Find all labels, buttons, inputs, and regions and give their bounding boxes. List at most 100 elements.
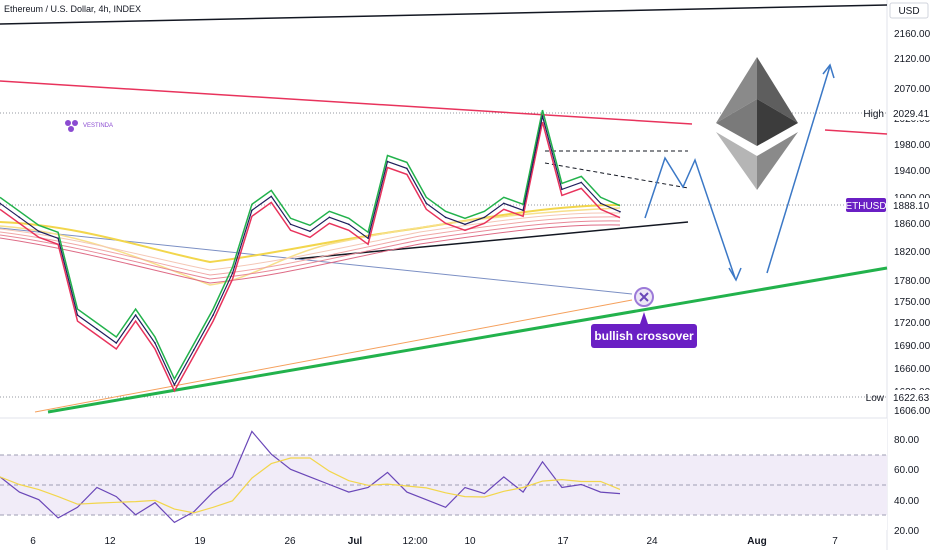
price-point [76,314,79,316]
red-resistance-extension [824,129,888,135]
currency-label: USD [898,6,919,17]
price-tick-label: 1660.00 [894,364,931,375]
crossover-marker[interactable] [634,287,654,324]
symbol-value: 1888.10 [893,201,930,212]
price-point [347,223,350,226]
dashed-channel-mid [544,162,689,189]
top-black-trendline [0,4,888,25]
price-point [231,272,234,274]
high-tag: 2029.41 [889,106,932,120]
price-point [522,209,524,212]
time-tick-label: 19 [194,536,206,547]
time-tick-label: 7 [832,536,838,547]
price-point [425,202,428,205]
price-axis[interactable]: 2160.002120.002070.002020.001980.001940.… [894,29,931,417]
rsi-tick-label: 80.00 [894,435,919,446]
time-tick-label: 6 [30,536,36,547]
rsi-tick-label: 20.00 [894,526,919,537]
price-point [154,342,156,344]
price-tick-label: 1860.00 [894,219,931,230]
price-point [270,195,273,198]
price-point [541,115,544,117]
annotation-label: bullish crossover [594,329,694,343]
price-point [192,349,195,351]
symbol-label: ETHUSD [845,201,886,212]
high-value: 2029.41 [893,109,930,120]
price-point [309,230,311,233]
high-label: High [863,109,884,120]
time-tick-label: 26 [284,536,296,547]
bullish-crossover-label[interactable]: bullish crossover [591,324,697,348]
time-tick-label: 12 [104,536,116,547]
time-tick-label: 17 [557,536,569,547]
vestinda-logo: VESTINDA [65,120,113,132]
green-support-trendline [47,266,888,414]
price-point [580,181,583,184]
price-tick-label: 1980.00 [894,140,931,151]
price-tick-label: 1820.00 [894,247,931,258]
lower-envelope-line [0,121,621,393]
price-tick-label: 2070.00 [894,84,931,95]
orange-ma-line [34,299,633,413]
time-axis[interactable]: 6 12 19 26 Jul 12:00 10 17 24 Aug 7 [30,536,838,547]
rsi-tick-label: 60.00 [894,465,919,476]
price-series-layer [0,109,621,393]
low-label: Low [866,393,885,404]
price-point [134,314,137,316]
blue-ma-line [0,227,633,295]
price-point [406,167,408,170]
price-point [328,216,331,219]
price-point [367,237,369,240]
projection-arrow-up [822,63,835,79]
price-point [483,216,486,219]
time-tick-label: Jul [348,536,363,547]
time-tick-label: 10 [464,536,476,547]
price-point [115,342,118,344]
price-point [251,209,253,212]
price-tick-label: 1940.00 [894,166,931,177]
price-point [0,202,1,205]
price-point [619,210,621,213]
time-tick-label: 24 [646,536,658,547]
projection-path [644,156,736,279]
upper-envelope-line [0,109,621,381]
ethereum-logo [716,57,798,190]
projection-arrow-down [728,267,742,282]
chart-title: Ethereum / U.S. Dollar, 4h, INDEX [4,4,142,14]
price-point [561,188,563,191]
time-tick-label: 12:00 [402,536,427,547]
rsi-layer [0,430,621,524]
price-point [18,216,21,219]
price-point [386,160,389,163]
symbol-tag[interactable]: ETHUSD 1888.10 [845,198,932,212]
price-point [173,384,176,386]
price-tick-label: 1720.00 [894,318,931,329]
price-tick-label: 1606.00 [894,406,931,417]
rsi-axis[interactable]: 80.00 60.00 40.00 20.00 [894,435,919,537]
price-point [212,314,214,316]
price-point [289,223,292,226]
low-tag: 1622.63 [889,390,932,404]
price-tick-label: 2160.00 [894,29,931,40]
rsi-ma-line [0,457,621,514]
currency-badge[interactable]: USD [889,2,929,19]
price-point [57,237,59,240]
watermark-text: VESTINDA [83,123,113,129]
price-point [464,223,466,226]
red-resistance-trendline [0,80,693,125]
price-point [502,202,505,205]
price-tick-label: 1690.00 [894,341,931,352]
rsi-line [0,430,621,524]
price-tick-label: 2120.00 [894,54,931,65]
price-point [599,202,602,205]
rsi-tick-label: 40.00 [894,496,919,507]
price-tick-label: 1780.00 [894,276,931,287]
price-point [444,216,447,219]
price-point [37,230,40,233]
price-tick-label: 1750.00 [894,297,931,308]
ma-ribbon [0,204,621,286]
time-tick-label: Aug [747,536,766,547]
low-value: 1622.63 [893,393,930,404]
projection-rally [766,65,831,274]
